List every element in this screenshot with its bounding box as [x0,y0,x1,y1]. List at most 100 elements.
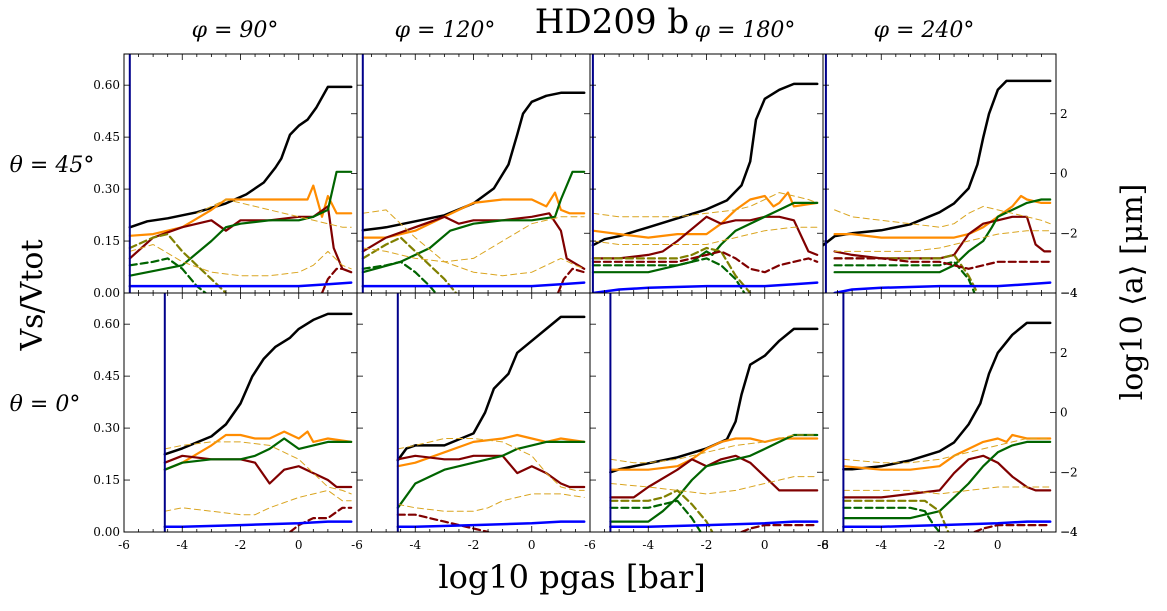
series-line-solid-8-gold-thin-dashed-upper- [196,199,352,228]
y-tick-label: 0.30 [93,182,120,196]
series-line-solid-5-green-dashed- [609,499,702,532]
y2-tick-label: −4 [1060,525,1078,539]
y2-tick-label: 0 [1060,167,1068,181]
series-line-solid-8-gold-thin-dashed-upper- [362,216,585,263]
series-line-solid-2-darkred- [128,205,353,274]
series-line-solid-2-darkred- [609,454,819,499]
panel-frame [356,292,591,533]
series-line-solid-8-gold-thin-dashed-lower- [592,226,818,245]
series-line-solid-4-olive-dashed- [361,236,458,293]
panel-series [609,293,819,532]
series-line-solid-7-gold-thin-dashed-upper- [609,434,818,464]
series-line-solid-4-olive-dashed- [609,489,714,532]
series-line-solid-9-blue- [361,281,586,288]
x-tick-label: -2 [235,538,247,552]
panel-1-4: −4−202−4 [822,53,1078,300]
series-line-solid-9-blue- [396,520,586,529]
series-line-solid-3-green- [842,440,1052,520]
series-line-solid-6-darkred-dashed- [320,267,344,293]
series-line-solid-5-green-dashed- [361,260,437,293]
panel-series [163,293,353,532]
series-line-solid-2-darkred- [591,215,819,260]
x-tick-label: -2 [701,538,713,552]
x-tick-label: -4 [176,538,188,552]
series-line-solid-6-darkred-dashed- [396,513,490,532]
series-line-solid-1-orange- [128,184,353,237]
series-line-solid-8-gold-thin-dashed-lower- [397,493,585,512]
series-line-solid-3-green- [361,170,586,274]
panel-series [823,54,1052,293]
x-tick-label: -8 [817,538,829,552]
panel-1-1: 0.00 0.15 0.30 0.45 0.60 [93,53,358,300]
series-line-solid-2-darkred- [396,454,586,489]
series-line-solid-6-darkred-dashed- [288,506,353,532]
series-line-solid-1-orange- [609,437,819,471]
x-tick-label: -6 [351,538,363,552]
y2-tick-label: 2 [1060,346,1068,360]
panel-frame [822,53,1057,294]
y-tick-label: 0.00 [93,286,120,300]
y2-tick-label: −2 [1060,465,1078,479]
series-line-solid-2-darkred- [361,212,586,270]
panel-frame [123,292,358,533]
series-line-solid-3-green- [396,440,586,509]
row-label-2: θ = 0° [10,392,81,417]
x-tick-label: -4 [875,538,887,552]
col-label-3: φ = 180° [695,18,796,43]
panel-series [396,293,586,532]
x-tick-label: -6 [584,538,596,552]
series-line-mean-particle-size [591,82,819,247]
col-label-2: φ = 120° [395,18,496,43]
x-tick-label: -4 [642,538,654,552]
figure-title: HD209 b [535,2,689,42]
x-tick-label: -2 [468,538,480,552]
series-line-solid-3-green- [833,198,1052,274]
y-tick-label: 0.15 [93,473,120,487]
series-line-solid-1-orange- [591,191,819,239]
panel-2-1: 0.00 0.15 0.30 0.45 0.60 -6 -4 -2 0 [93,292,358,552]
series-line-solid-1-orange- [361,191,586,239]
y-axis-label-left: Vs/Vtot [15,239,50,351]
y2-tick-label: 2 [1060,107,1068,121]
series-line-solid-7-gold-thin-dashed- [129,244,352,277]
y-tick-label: 0.60 [93,78,120,92]
panel-grid: 0.00 0.15 0.30 0.45 0.60 −4 −2 0 2 −4 0.00 0.15 0.30… [93,53,1078,552]
series-line-solid-4-olive-dashed- [591,246,752,293]
series-line-mean-particle-size [842,321,1052,471]
series-line-mean-particle-size [361,91,586,232]
panel-2-4: −4−202−4-6 -4 -2 0 [817,292,1078,552]
series-line-solid-7-gold-thin-dashed-upper- [842,438,1051,464]
panel-2-2: -6 -4 -2 0 [351,292,591,552]
x-tick-label: -2 [934,538,946,552]
y-tick-label: 0.30 [93,421,120,435]
panel-1-3 [589,53,824,294]
y-axis-label-right: log10 ⟨a⟩ [μm] [1115,184,1150,401]
y-tick-label: 0.15 [93,234,120,248]
series-line-mean-particle-size [609,327,819,474]
col-label-1: φ = 90° [192,18,279,43]
series-line-solid-4-olive-dashed- [842,499,950,532]
y2-tick-label: 0 [1060,406,1068,420]
series-line-solid-5-green-dashed- [591,257,746,293]
y-tick-label: 0.45 [93,369,120,383]
series-line-solid-4-olive-dashed- [128,233,227,293]
series-line-solid-9-blue- [591,281,819,293]
y-tick-label: 0.45 [93,130,120,144]
series-line-solid-2-darkred- [163,454,353,489]
panel-series [842,293,1052,532]
x-tick-label: -6 [118,538,130,552]
y2-tick-label: −4 [1060,286,1078,300]
series-line-solid-7-gold-thin-dashed- [362,209,585,277]
series-line-solid-7-gold-thin-dashed- [592,192,818,218]
x-tick-label: 0 [295,538,303,552]
series-line-solid-6-darkred-dashed- [973,523,1052,532]
series-line-solid-6-darkred-dashed- [556,267,586,293]
series-line-solid-5-green-dashed- [833,260,976,293]
panel-series [591,54,819,293]
y2-tick-label: −4 [1060,286,1078,300]
x-tick-label: 0 [528,538,536,552]
series-line-mean-particle-size [163,312,353,456]
series-line-solid-3-green- [609,433,819,523]
y-tick-label: 0.60 [93,317,120,331]
